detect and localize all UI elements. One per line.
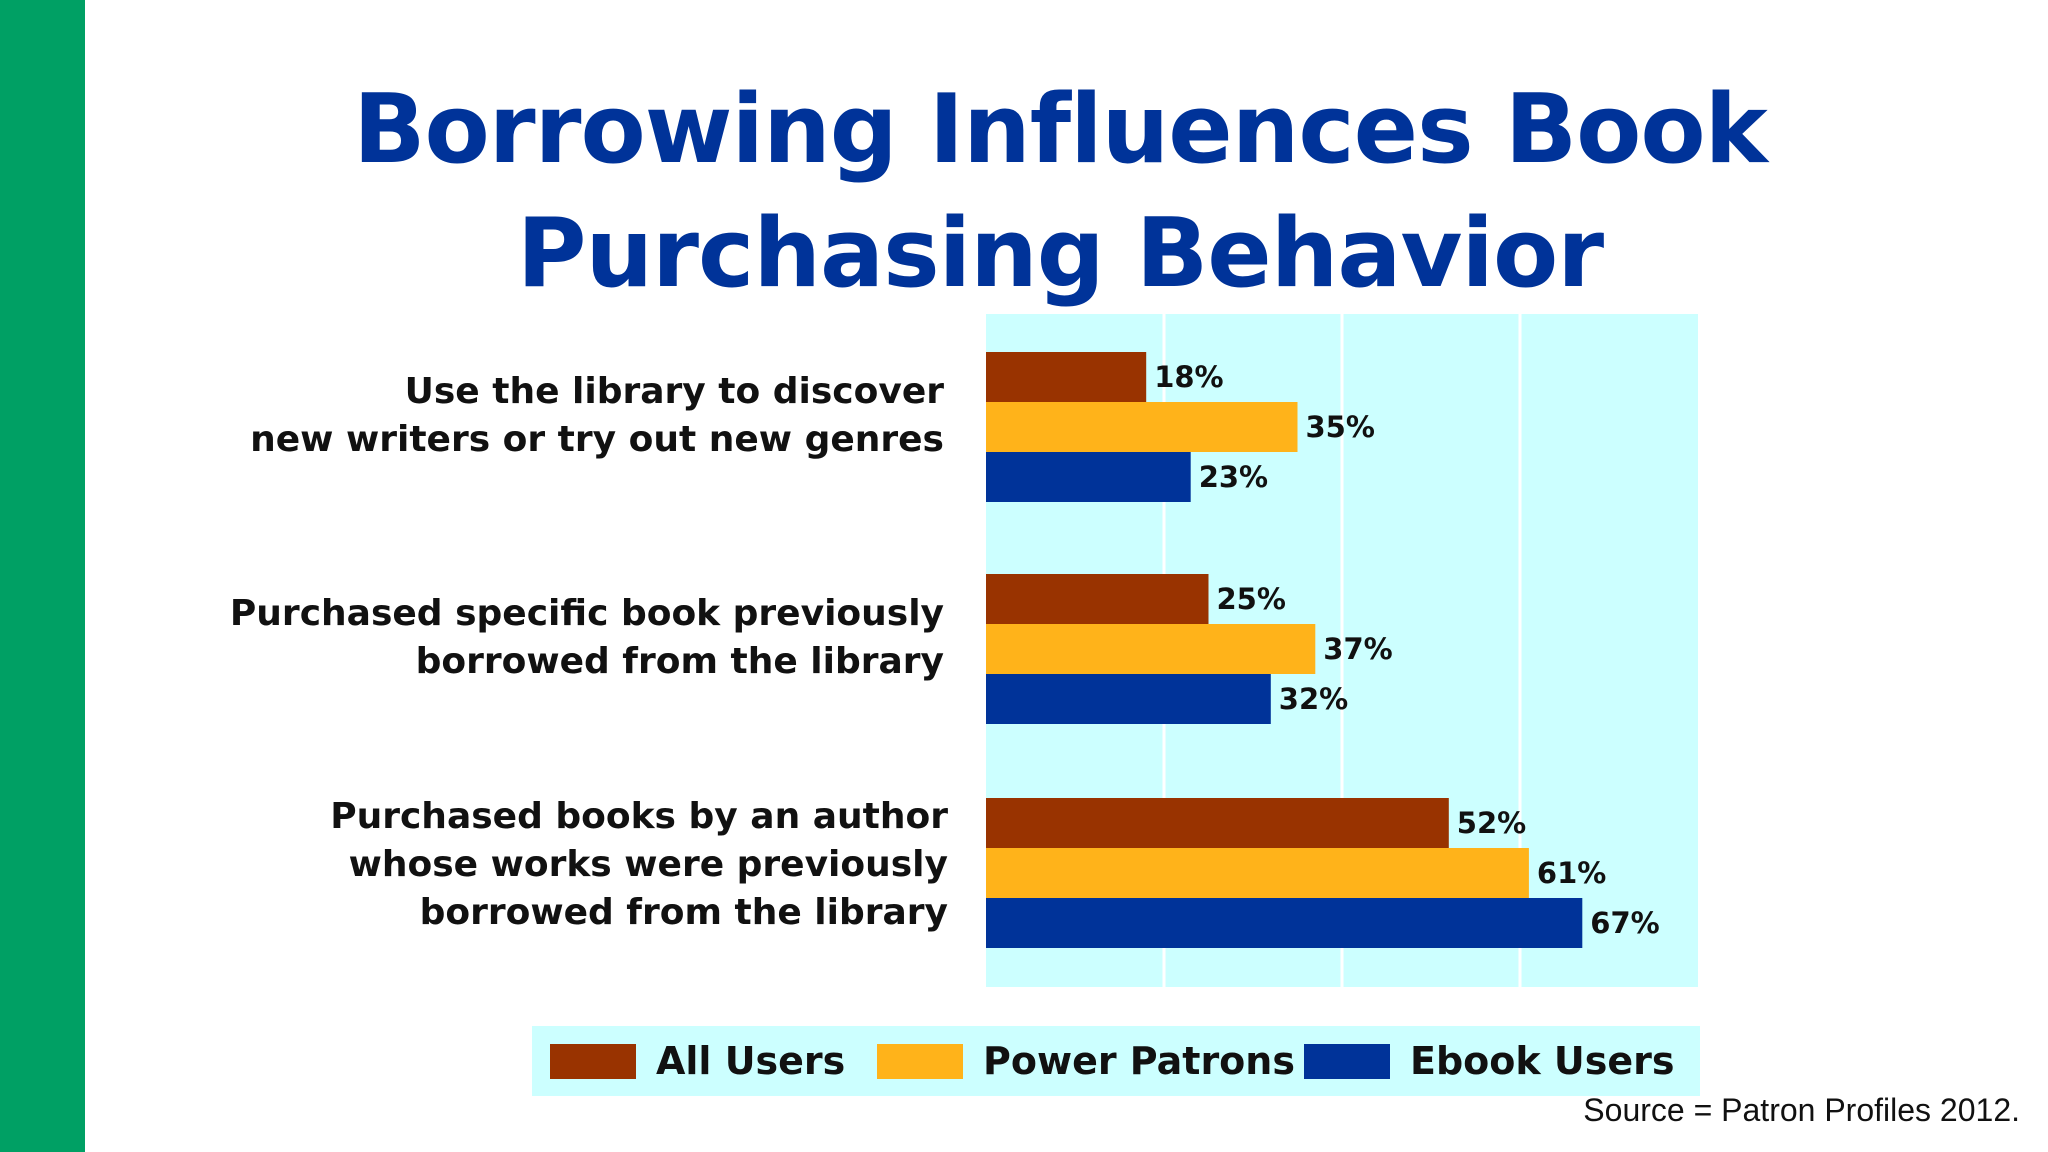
category-label-3-line-1: Purchased books by an author (330, 796, 948, 837)
bar-all-users-cat-1 (986, 352, 1147, 402)
bar-all-users-cat-2 (986, 574, 1209, 624)
legend-swatch-ebook-users (1304, 1043, 1390, 1079)
value-label-ebook-users-cat-3: 67% (1590, 906, 1659, 940)
category-label-3-line-3: borrowed from the library (419, 892, 948, 933)
category-label-2-line-2: borrowed from the library (415, 641, 944, 682)
bar-ebook-users-cat-1 (986, 452, 1191, 502)
category-label-3: Purchased books by an author whose works… (228, 793, 948, 937)
category-label-3-line-2: whose works were previously (348, 844, 948, 885)
bar-ebook-users-cat-2 (986, 674, 1271, 724)
value-label-all-users-cat-2: 25% (1217, 582, 1286, 616)
bar-power-patrons-cat-3 (986, 848, 1529, 898)
title-line-2: Purchasing Behavior (516, 199, 1604, 309)
value-label-ebook-users-cat-2: 32% (1279, 682, 1348, 716)
category-label-2-line-1: Purchased specific book previously (229, 593, 944, 634)
legend: All Users Power Patrons Ebook Users (532, 1026, 1700, 1096)
value-label-power-patrons-cat-2: 37% (1323, 632, 1392, 666)
source-note: Source = Patron Profiles 2012. (1583, 1092, 2020, 1128)
legend-swatch-power-patrons (877, 1043, 963, 1079)
legend-label-all-users: All Users (656, 1039, 846, 1083)
green-accent-bar (0, 0, 85, 1152)
category-label-2: Purchased specific book previously borro… (224, 590, 944, 686)
legend-item-all-users: All Users (550, 1026, 845, 1096)
category-label-1-line-2: new writers or try out new genres (250, 419, 944, 460)
chart-title: Borrowing Influences Book Purchasing Beh… (240, 68, 1880, 316)
value-label-all-users-cat-1: 18% (1154, 360, 1223, 394)
bar-ebook-users-cat-3 (986, 898, 1583, 948)
legend-item-power-patrons: Power Patrons (877, 1026, 1295, 1096)
title-line-1: Borrowing Influences Book (353, 75, 1768, 185)
value-label-ebook-users-cat-1: 23% (1199, 460, 1268, 494)
bar-all-users-cat-3 (986, 798, 1449, 848)
legend-swatch-all-users (550, 1043, 636, 1079)
legend-item-ebook-users: Ebook Users (1304, 1026, 1674, 1096)
category-label-1: Use the library to discover new writers … (224, 368, 944, 464)
value-label-all-users-cat-3: 52% (1457, 806, 1526, 840)
category-label-1-line-1: Use the library to discover (404, 371, 944, 412)
bar-power-patrons-cat-1 (986, 402, 1298, 452)
legend-label-ebook-users: Ebook Users (1410, 1039, 1675, 1083)
value-label-power-patrons-cat-1: 35% (1306, 410, 1375, 444)
legend-label-power-patrons: Power Patrons (983, 1039, 1295, 1083)
bar-power-patrons-cat-2 (986, 624, 1316, 674)
value-label-power-patrons-cat-3: 61% (1537, 856, 1606, 890)
